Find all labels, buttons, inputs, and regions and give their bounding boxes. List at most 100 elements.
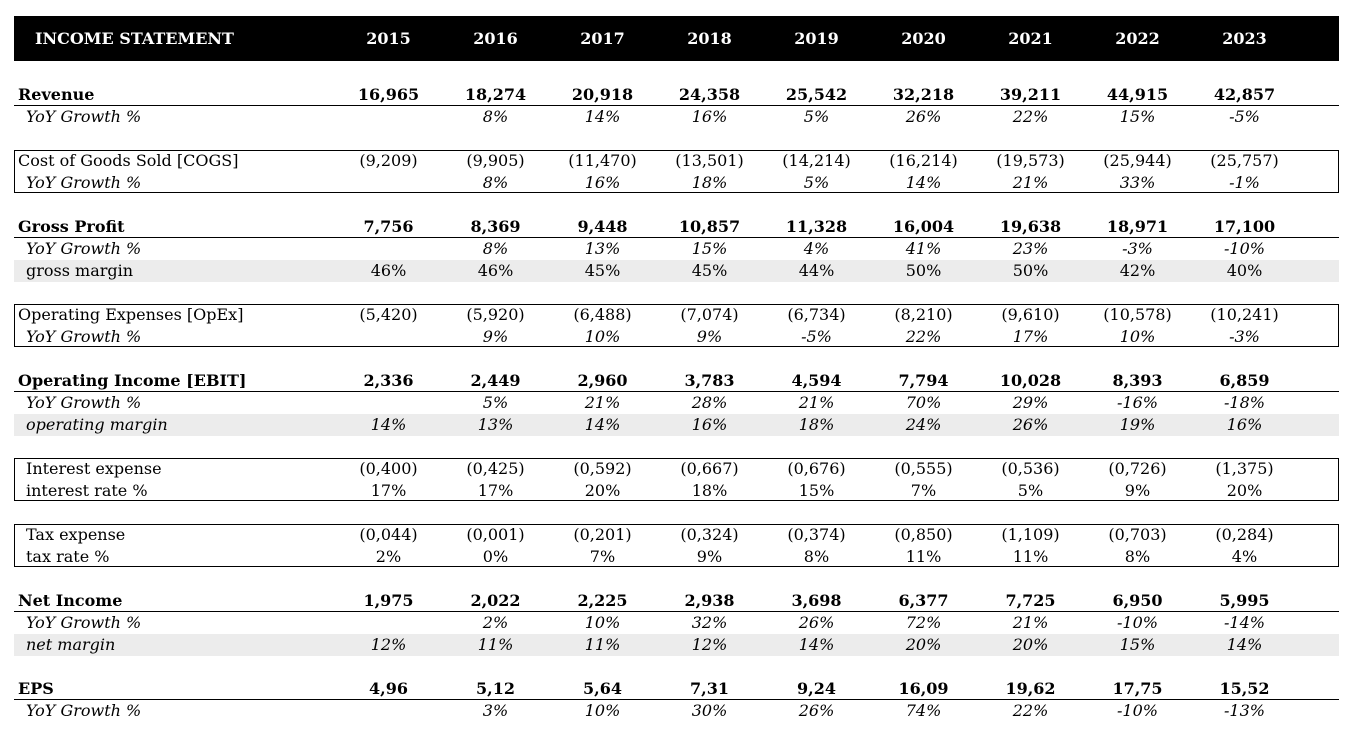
value-cell-2022: 17,75	[1112, 679, 1163, 698]
value-cell-2023: -18%	[1224, 393, 1265, 412]
row-label: interest rate %	[26, 481, 148, 500]
value-cell-2021: 50%	[1012, 261, 1049, 280]
value-cell-2020: (0,555)	[894, 459, 953, 478]
header-title: INCOME STATEMENT	[35, 29, 234, 48]
value-cell-2019: 4%	[803, 239, 830, 258]
row-label: Interest expense	[26, 459, 162, 478]
opex-box	[14, 304, 1339, 347]
row-label: YoY Growth %	[26, 701, 142, 720]
value-cell-2023: -14%	[1224, 613, 1265, 632]
interest-box	[14, 458, 1339, 501]
value-cell-2022: 10%	[1119, 327, 1156, 346]
interest-expense-row: Interest expense (0,400) (0,425) (0,592) (0,…	[14, 458, 1339, 480]
value-cell-2015: 2%	[375, 547, 402, 566]
value-cell-2018: 3,783	[684, 371, 735, 390]
value-cell-2015	[335, 106, 442, 128]
value-cell-2021: 10,028	[999, 371, 1062, 390]
year-header-2020: 2020	[901, 29, 946, 48]
value-cell-2023: 6,859	[1219, 371, 1270, 390]
value-cell-2018: 2,938	[684, 591, 735, 610]
value-cell-2018: (13,501)	[675, 151, 744, 170]
value-cell-2019: 8%	[803, 547, 830, 566]
value-cell-2023: -5%	[1229, 107, 1260, 126]
value-cell-2021: 22%	[1012, 107, 1049, 126]
value-cell-2020: 16,09	[898, 679, 949, 698]
row-label: operating margin	[26, 415, 168, 434]
row-label: YoY Growth %	[26, 393, 142, 412]
value-cell-2019: 26%	[798, 701, 835, 720]
value-cell-2022: 18,971	[1106, 217, 1169, 236]
cogs-row: Cost of Goods Sold [COGS] (9,209) (9,905) (…	[14, 150, 1339, 172]
value-cell-2023: 20%	[1226, 481, 1263, 500]
net-income-growth-row: YoY Growth % 2% 10% 32% 26% 72% 21% -10% -14%	[14, 612, 1339, 634]
value-cell-2020: (8,210)	[894, 305, 953, 324]
value-cell-2022: -10%	[1117, 701, 1158, 720]
value-cell-2020: 20%	[905, 635, 942, 654]
value-cell-2020: 14%	[905, 173, 942, 192]
row-label: Operating Expenses [OpEx]	[18, 305, 244, 324]
value-cell-2016: 9%	[482, 327, 509, 346]
value-cell-2023: 15,52	[1219, 679, 1270, 698]
value-cell-2018: 10,857	[678, 217, 741, 236]
net-income-row: Net Income 1,975 2,022 2,225 2,938 3,698 6,377…	[14, 590, 1339, 612]
value-cell-2020: 41%	[905, 239, 942, 258]
value-cell-2017: 20,918	[571, 85, 634, 104]
value-cell-2022: 6,950	[1112, 591, 1163, 610]
value-cell-2017: 14%	[584, 415, 621, 434]
year-header-2019: 2019	[794, 29, 839, 48]
header-bar: INCOME STATEMENT 2015 2016 2017 2018 201…	[14, 16, 1339, 61]
value-cell-2021: 22%	[1012, 701, 1049, 720]
value-cell-2015: 17%	[370, 481, 407, 500]
value-cell-2015: 7,756	[363, 217, 414, 236]
value-cell-2017: (0,201)	[573, 525, 632, 544]
cogs-box	[14, 150, 1339, 193]
value-cell-2022: 44,915	[1106, 85, 1169, 104]
value-cell-2015	[335, 392, 442, 414]
value-cell-2016: 5,12	[476, 679, 515, 698]
operating-margin-row: operating margin 14% 13% 14% 16% 18% 24% 26% 19%…	[14, 414, 1339, 436]
value-cell-2016: (5,920)	[466, 305, 525, 324]
value-cell-2023: 16%	[1226, 415, 1263, 434]
value-cell-2022: -3%	[1122, 239, 1153, 258]
value-cell-2019: 44%	[798, 261, 835, 280]
value-cell-2015	[335, 172, 442, 194]
value-cell-2021: 29%	[1012, 393, 1049, 412]
value-cell-2017: 14%	[584, 107, 621, 126]
value-cell-2023: 5,995	[1219, 591, 1270, 610]
value-cell-2015	[335, 700, 442, 722]
value-cell-2022: -10%	[1117, 613, 1158, 632]
value-cell-2021: (1,109)	[1001, 525, 1060, 544]
eps-growth-row: YoY Growth % 3% 10% 30% 26% 74% 22% -10% -13%	[14, 700, 1339, 722]
value-cell-2016: 8%	[482, 107, 509, 126]
value-cell-2017: 10%	[584, 613, 621, 632]
row-label: Cost of Goods Sold [COGS]	[18, 151, 239, 170]
value-cell-2017: 16%	[584, 173, 621, 192]
value-cell-2016: (0,425)	[466, 459, 525, 478]
value-cell-2017: 20%	[584, 481, 621, 500]
value-cell-2018: 45%	[691, 261, 728, 280]
eps-row: EPS 4,96 5,12 5,64 7,31 9,24 16,09 19,62 17,75 15…	[14, 678, 1339, 700]
value-cell-2020: 74%	[905, 701, 942, 720]
value-cell-2016: 5%	[482, 393, 509, 412]
value-cell-2015	[335, 326, 442, 348]
value-cell-2017: 9,448	[577, 217, 628, 236]
value-cell-2020: 16,004	[892, 217, 955, 236]
value-cell-2018: (7,074)	[680, 305, 739, 324]
value-cell-2021: 20%	[1012, 635, 1049, 654]
value-cell-2015	[335, 238, 442, 260]
value-cell-2018: 18%	[691, 481, 728, 500]
value-cell-2021: 5%	[1017, 481, 1044, 500]
value-cell-2019: 9,24	[797, 679, 836, 698]
value-cell-2016: 0%	[482, 547, 509, 566]
value-cell-2019: 4,594	[791, 371, 842, 390]
value-cell-2020: 32,218	[892, 85, 955, 104]
opex-growth-row: YoY Growth % 9% 10% 9% -5% 22% 17% 10% -3%	[14, 326, 1339, 348]
value-cell-2018: 12%	[691, 635, 728, 654]
row-label: net margin	[26, 635, 116, 654]
net-margin-row: net margin 12% 11% 11% 12% 14% 20% 20% 15% 14%	[14, 634, 1339, 656]
value-cell-2017: 13%	[584, 239, 621, 258]
value-cell-2018: 18%	[691, 173, 728, 192]
value-cell-2021: 21%	[1012, 613, 1049, 632]
value-cell-2015: (0,400)	[359, 459, 418, 478]
value-cell-2017: 10%	[584, 701, 621, 720]
